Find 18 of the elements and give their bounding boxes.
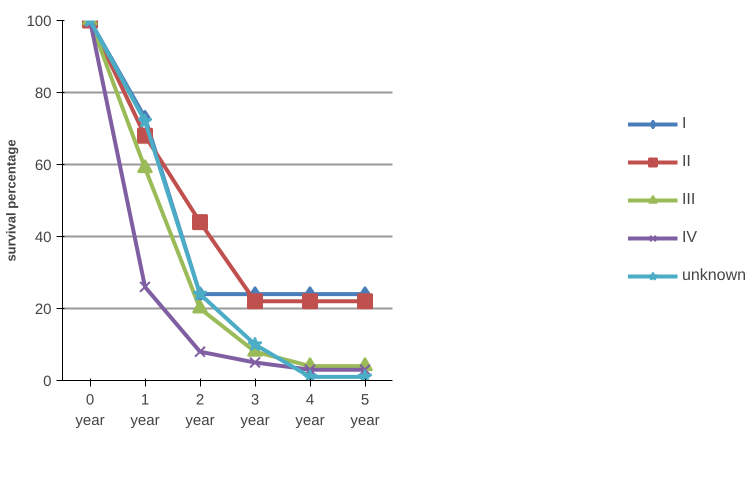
- y-tick-label: 20: [34, 301, 52, 318]
- x-tick-label: 0 year: [75, 392, 105, 429]
- y-axis-title: survival percentage: [3, 139, 18, 262]
- x-tick-label: 1 year: [130, 392, 160, 429]
- y-tick-label: 80: [34, 85, 52, 102]
- y-tick-label: 40: [34, 229, 52, 246]
- legend-label: III: [682, 191, 696, 209]
- x-tick-label: 5 year: [350, 392, 380, 429]
- y-tick-label: 100: [26, 13, 52, 30]
- legend-label: II: [682, 153, 692, 171]
- legend-label: I: [682, 115, 688, 133]
- x-tick-label: 2 year: [185, 392, 215, 429]
- y-tick-label: 0: [43, 373, 52, 390]
- x-tick-label: 4 year: [295, 392, 325, 429]
- x-tick-label: 3 year: [240, 392, 270, 429]
- legend-label: unknown: [682, 267, 746, 285]
- y-tick-label: 60: [34, 157, 52, 174]
- legend-label: IV: [682, 229, 698, 247]
